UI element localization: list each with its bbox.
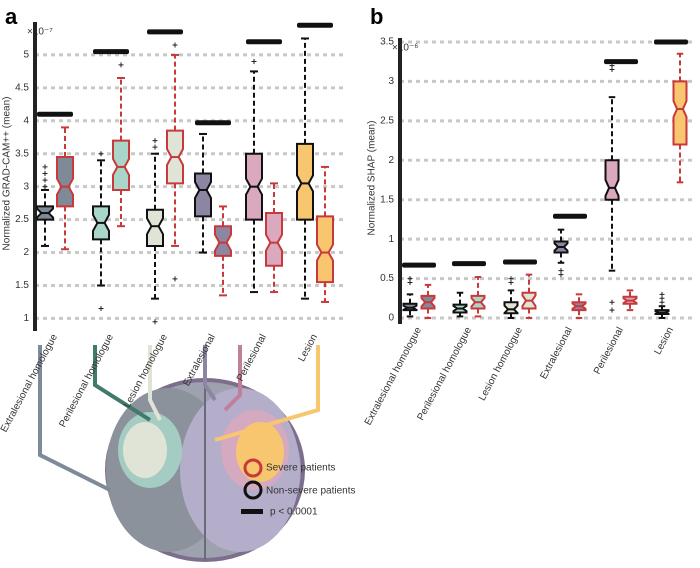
y-tick-label: 0.5 (380, 273, 394, 284)
box (56, 156, 74, 208)
y-tick-label: 0 (388, 313, 394, 324)
box (503, 301, 519, 315)
outlier (42, 184, 48, 190)
significance-bar (402, 262, 436, 268)
brain (38, 345, 320, 562)
panel-letter: a (5, 4, 18, 29)
significance-bar (93, 49, 129, 55)
outlier (42, 164, 48, 170)
y-tick-label: 1 (23, 313, 29, 324)
x-tick-label: Lesion homologue (477, 325, 525, 403)
outlier (251, 59, 257, 65)
significance-bar (147, 29, 183, 35)
significance-bar (246, 39, 282, 45)
y-tick-label: 3.5 (380, 37, 394, 48)
x-tick-label: Lesion (652, 325, 676, 356)
box (265, 212, 283, 267)
significance-bar (195, 120, 231, 126)
outlier (172, 42, 178, 48)
legend-label: p < 0.0001 (270, 507, 318, 518)
box (296, 142, 314, 221)
y-axis-label: Normalized GRAD-CAM++ (mean) (2, 97, 13, 251)
x-tick-label: Extralesional homologue (363, 325, 424, 427)
outlier (42, 171, 48, 176)
box (672, 80, 688, 146)
y-tick-label: 5 (23, 50, 29, 61)
panel-letter: b (370, 4, 383, 29)
x-tick-label: Perilesional (592, 325, 626, 376)
significance-bar (503, 259, 537, 265)
outlier (558, 268, 564, 274)
significance-bar (37, 111, 73, 117)
x-tick-label: Perilesional homologue (57, 332, 116, 429)
scale-label: ×10⁻⁷ (27, 27, 53, 38)
y-tick-label: 2.5 (380, 115, 394, 126)
outlier (508, 276, 514, 282)
y-tick-label: 3 (23, 181, 29, 192)
x-tick-label: Extralesional (538, 325, 575, 381)
y-tick-label: 1.5 (15, 280, 29, 291)
outlier (152, 319, 158, 325)
outlier (42, 177, 48, 183)
outlier (659, 291, 665, 297)
y-tick-label: 1.5 (380, 194, 394, 205)
x-tick-label: Extralesional homologue (0, 332, 60, 434)
outlier (152, 144, 158, 150)
box (194, 172, 212, 218)
box (146, 208, 164, 247)
y-tick-label: 1 (388, 234, 394, 245)
y-tick-label: 2 (388, 155, 394, 166)
outlier (98, 151, 104, 157)
y-tick-label: 2.5 (15, 214, 29, 225)
box (316, 215, 334, 284)
legend-swatch (243, 458, 263, 478)
outlier (609, 307, 615, 313)
outlier (407, 276, 413, 282)
scale-label: ×10⁻⁶ (392, 43, 418, 54)
outlier (118, 62, 124, 68)
box (604, 159, 620, 201)
legend-label: Non-severe patients (266, 486, 356, 497)
y-axis-label: Normalized SHAP (mean) (367, 121, 378, 236)
legend-swatch (241, 509, 263, 514)
legend: Severe patients Non-severe patients p < … (241, 458, 356, 518)
y-tick-label: 3 (388, 76, 394, 87)
significance-bar (553, 213, 587, 219)
outlier (172, 276, 178, 282)
box (112, 139, 130, 191)
significance-bar (297, 22, 333, 28)
y-tick-label: 2 (23, 247, 29, 258)
y-tick-label: 4 (23, 115, 29, 126)
box (214, 225, 232, 257)
x-tick-label: Perilesional homologue (415, 325, 474, 422)
outlier (609, 299, 615, 305)
legend-swatch (243, 480, 263, 500)
y-tick-label: 3.5 (15, 148, 29, 159)
y-tick-label: 4.5 (15, 83, 29, 94)
outlier (98, 306, 104, 312)
significance-bar (452, 261, 486, 267)
significance-bar (604, 59, 638, 65)
significance-bar (654, 39, 688, 45)
outlier (152, 138, 158, 144)
legend-label: Severe patients (266, 463, 336, 474)
